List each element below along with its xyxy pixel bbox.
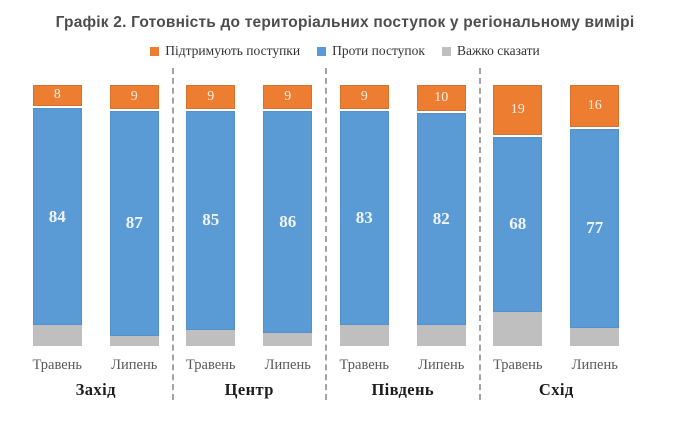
- segment-support: 10: [416, 85, 466, 112]
- segment-support: 9: [263, 85, 313, 109]
- legend-swatch-hard-to-say: [441, 46, 451, 56]
- value-label-against: 82: [432, 209, 450, 229]
- segment-hard-to-say: [493, 312, 543, 347]
- month-label: Липень: [418, 357, 465, 374]
- segment-against: 68: [493, 134, 543, 313]
- segment-against: 83: [339, 108, 389, 326]
- months-row-4: Травень Липень: [481, 357, 633, 375]
- bars-row-4: 19 68 16 77: [481, 85, 633, 347]
- value-label-support: 9: [130, 88, 138, 104]
- legend-swatch-against: [317, 46, 327, 56]
- value-label-support: 9: [284, 88, 292, 104]
- segment-against: 87: [109, 108, 159, 336]
- chart-plot-area: 8 84 9 87 Травень Липень Захід 9 85 9 86 Травень Лип…: [20, 68, 632, 400]
- segment-hard-to-say: [339, 325, 389, 347]
- bars-row-3: 9 83 10 82: [327, 85, 479, 347]
- legend-item-hard-to-say: Важко сказати: [441, 43, 540, 59]
- region-label: Центр: [224, 380, 274, 399]
- segment-against: 77: [570, 126, 620, 328]
- bar-2-1: 9 85: [186, 85, 236, 347]
- segment-hard-to-say: [570, 327, 620, 347]
- legend-swatch-support: [150, 46, 160, 56]
- region-group-2: 9 85 9 86 Травень Липень Центр: [174, 68, 327, 400]
- bar-2-2: 9 86: [263, 85, 313, 347]
- segment-hard-to-say: [186, 330, 236, 347]
- region-label: Південь: [371, 380, 435, 399]
- value-label-against: 83: [355, 207, 373, 227]
- segment-hard-to-say: [263, 333, 313, 347]
- region-group-4: 19 68 16 77 Травень Липень Схід: [481, 68, 633, 400]
- month-label: Липень: [264, 357, 311, 374]
- value-label-support: 8: [53, 87, 61, 103]
- segment-hard-to-say: [416, 325, 466, 347]
- region-label: Захід: [75, 380, 116, 399]
- chart-legend: Підтримують поступки Проти поступок Важко …: [0, 43, 690, 59]
- legend-item-support: Підтримують поступки: [150, 43, 300, 59]
- value-label-against: 87: [125, 213, 143, 233]
- segment-support: 8: [32, 85, 82, 106]
- segment-against: 84: [32, 105, 82, 326]
- segment-hard-to-say: [109, 335, 159, 347]
- value-label-against: 84: [48, 206, 66, 226]
- segment-support: 9: [186, 85, 236, 109]
- bar-3-2: 10 82: [416, 85, 466, 347]
- bars-row-2: 9 85 9 86: [174, 85, 326, 347]
- value-label-support: 9: [360, 88, 368, 104]
- legend-label-against: Проти поступок: [332, 43, 425, 58]
- value-label-against: 85: [202, 210, 220, 230]
- region-group-3: 9 83 10 82 Травень Липень Південь: [327, 68, 481, 400]
- month-label: Травень: [492, 357, 543, 374]
- month-label: Травень: [339, 357, 390, 374]
- segment-support: 16: [570, 85, 620, 127]
- bar-1-2: 9 87: [109, 85, 159, 347]
- segment-against: 86: [263, 108, 313, 334]
- segment-hard-to-say: [32, 325, 82, 347]
- segment-support: 19: [493, 85, 543, 135]
- bar-1-1: 8 84: [32, 85, 82, 347]
- value-label-against: 77: [586, 218, 604, 238]
- bar-4-2: 16 77: [570, 85, 620, 347]
- bars-row-1: 8 84 9 87: [20, 85, 172, 347]
- value-label-support: 19: [510, 101, 525, 117]
- legend-item-against: Проти поступок: [317, 43, 425, 59]
- legend-label-hard-to-say: Важко сказати: [456, 43, 540, 58]
- month-label: Липень: [571, 357, 618, 374]
- months-row-2: Травень Липень: [174, 357, 326, 375]
- segment-against: 85: [186, 108, 236, 331]
- segment-against: 82: [416, 111, 466, 326]
- bar-3-1: 9 83: [339, 85, 389, 347]
- value-label-against: 86: [279, 211, 297, 231]
- region-label: Схід: [538, 380, 574, 399]
- legend-label-support: Підтримують поступки: [165, 43, 301, 58]
- value-label-support: 9: [207, 88, 215, 104]
- segment-support: 9: [109, 85, 159, 109]
- value-label-support: 16: [587, 97, 602, 113]
- value-label-support: 10: [434, 90, 449, 106]
- region-group-1: 8 84 9 87 Травень Липень Захід: [20, 68, 174, 400]
- months-row-1: Травень Липень: [20, 357, 172, 375]
- bar-4-1: 19 68: [493, 85, 543, 347]
- month-label: Травень: [32, 357, 83, 374]
- chart-title: Графік 2. Готовність до територіальних п…: [55, 14, 635, 31]
- segment-support: 9: [339, 85, 389, 109]
- months-row-3: Травень Липень: [327, 357, 479, 375]
- month-label: Липень: [111, 357, 158, 374]
- value-label-against: 68: [509, 214, 527, 234]
- month-label: Травень: [185, 357, 236, 374]
